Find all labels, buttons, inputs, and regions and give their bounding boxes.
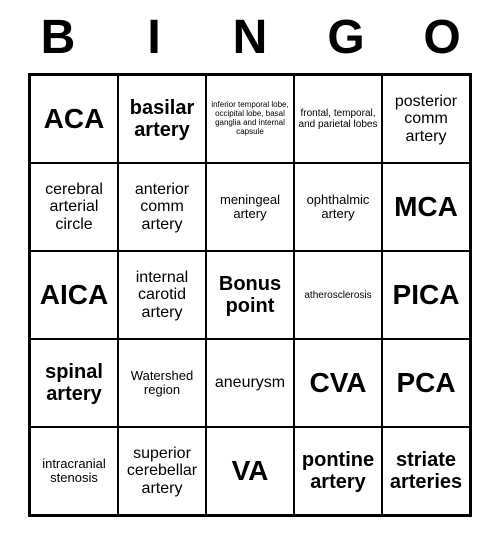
header-letter-b: B xyxy=(14,10,102,65)
bingo-cell[interactable]: Bonus point xyxy=(206,251,294,339)
bingo-grid: ACAbasilar arteryinferior temporal lobe,… xyxy=(28,73,472,517)
bingo-cell[interactable]: basilar artery xyxy=(118,75,206,163)
bingo-cell[interactable]: ophthalmic artery xyxy=(294,163,382,251)
bingo-cell[interactable]: internal carotid artery xyxy=(118,251,206,339)
bingo-cell[interactable]: VA xyxy=(206,427,294,515)
bingo-cell[interactable]: CVA xyxy=(294,339,382,427)
bingo-cell[interactable]: inferior temporal lobe, occipital lobe, … xyxy=(206,75,294,163)
bingo-cell[interactable]: posterior comm artery xyxy=(382,75,470,163)
bingo-cell[interactable]: AICA xyxy=(30,251,118,339)
bingo-header-row: B I N G O xyxy=(10,10,490,65)
bingo-cell[interactable]: striate arteries xyxy=(382,427,470,515)
header-letter-i: I xyxy=(110,10,198,65)
bingo-cell[interactable]: frontal, temporal, and parietal lobes xyxy=(294,75,382,163)
header-letter-n: N xyxy=(206,10,294,65)
bingo-cell[interactable]: pontine artery xyxy=(294,427,382,515)
bingo-cell[interactable]: spinal artery xyxy=(30,339,118,427)
bingo-card: B I N G O ACAbasilar arteryinferior temp… xyxy=(10,10,490,517)
bingo-cell[interactable]: cerebral arterial circle xyxy=(30,163,118,251)
header-letter-o: O xyxy=(398,10,486,65)
bingo-cell[interactable]: superior cerebellar artery xyxy=(118,427,206,515)
bingo-cell[interactable]: PCA xyxy=(382,339,470,427)
bingo-cell[interactable]: anterior comm artery xyxy=(118,163,206,251)
bingo-cell[interactable]: meningeal artery xyxy=(206,163,294,251)
bingo-cell[interactable]: PICA xyxy=(382,251,470,339)
bingo-cell[interactable]: intracranial stenosis xyxy=(30,427,118,515)
bingo-cell[interactable]: atherosclerosis xyxy=(294,251,382,339)
bingo-cell[interactable]: MCA xyxy=(382,163,470,251)
bingo-cell[interactable]: aneurysm xyxy=(206,339,294,427)
bingo-cell[interactable]: Watershed region xyxy=(118,339,206,427)
bingo-cell[interactable]: ACA xyxy=(30,75,118,163)
header-letter-g: G xyxy=(302,10,390,65)
